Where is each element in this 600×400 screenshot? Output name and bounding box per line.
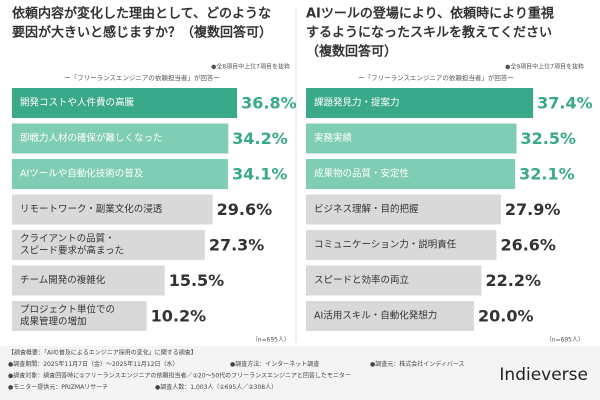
bar — [306, 230, 497, 260]
footer-text: ●調査方法：インターネット調査 — [230, 360, 319, 368]
footer-text: ●調査期間：2025年11月7日（金）〜2025年11月12日（水） — [8, 360, 179, 368]
footer-text: ●モニター提供元：PRIZMAリサーチ — [8, 383, 108, 391]
bar — [306, 194, 501, 225]
bar-label: AI活用スキル・自動化発想力 — [314, 310, 437, 322]
bar-label: 即戦力人材の確保が難しくなった — [20, 132, 163, 144]
chart-title: 要因が大きいと感じますか？（複数回答可） — [12, 25, 272, 41]
value-label: 22.2% — [485, 271, 541, 290]
footer-text: ●調査対象：調査回答時に①フリーランスエンジニアの依頼担当者／②20〜50代のフ… — [8, 372, 351, 380]
value-label: 32.5% — [521, 129, 577, 148]
bar — [12, 159, 228, 189]
bar-label: チーム開発の複雑化 — [20, 274, 106, 286]
sample-size: （n=695人） — [546, 337, 584, 344]
bar-label: スピード要求が高まった — [20, 245, 124, 257]
bar — [306, 88, 534, 118]
bar-label: クライアントの品質・ — [20, 233, 115, 245]
bar — [12, 123, 229, 154]
note: ●全8項目中上位7項目を抜粋 — [211, 63, 290, 71]
bar-label: 課題発見力・提案力 — [314, 97, 400, 109]
value-label: 34.1% — [232, 165, 288, 184]
footer-text: ●調査元：株式会社インディバース — [370, 360, 465, 368]
value-label: 15.5% — [169, 271, 225, 290]
bar-label: リモートワーク・副業文化の浸透 — [20, 203, 163, 215]
chart-title: するようになったスキルを教えてください — [306, 25, 552, 41]
bar — [306, 123, 517, 154]
footer-bg — [0, 346, 600, 400]
chart-title: （複数回答可） — [306, 44, 397, 60]
bar-label: 開発コストや人件費の高騰 — [20, 97, 135, 109]
value-label: 27.9% — [505, 200, 561, 219]
value-label: 27.3% — [209, 236, 265, 255]
sample-size: （n=695人） — [252, 337, 290, 344]
subtitle: ー「フリーランスエンジニアの依頼担当者」が回答ー — [64, 73, 220, 82]
bar-label: AIツールや自動化技術の普及 — [20, 168, 144, 180]
bar — [12, 230, 205, 260]
bar-label: プロジェクト単位での — [20, 304, 115, 316]
footer-text: ●調査人数：1,003人（①695人／②308人） — [155, 383, 277, 391]
value-label: 29.6% — [217, 200, 273, 219]
value-label: 37.4% — [537, 94, 593, 113]
value-label: 36.8% — [241, 94, 297, 113]
value-label: 34.2% — [232, 129, 288, 148]
bar-label: ビジネス理解・目的把握 — [314, 203, 419, 215]
subtitle: ー「フリーランスエンジニアの依頼担当者」が回答ー — [358, 73, 514, 82]
bar-label: コミュニケーション力・説明責任 — [314, 239, 457, 251]
bar — [12, 194, 213, 225]
note: ●全9項目中上位7項目を抜粋 — [505, 63, 584, 71]
bar — [306, 159, 516, 189]
bar — [306, 265, 482, 296]
footer-text: 【調査概要：「AIの普及によるエンジニア採用の変化」に関する調査】 — [8, 349, 197, 357]
logo: Indieverse — [499, 365, 588, 385]
bar — [306, 301, 474, 331]
chart-title: AIツールの登場により、依頼時により重視 — [306, 6, 554, 22]
bar-label: 実務実績 — [314, 132, 353, 144]
value-label: 20.0% — [478, 307, 534, 326]
bar-label: 成果管理の増加 — [20, 316, 87, 328]
bar-label: 成果物の品質・安定性 — [314, 168, 410, 180]
bar-label: スピードと効率の両立 — [314, 274, 409, 286]
bar — [12, 301, 147, 331]
bar — [12, 88, 238, 118]
chart-title: 依頼内容が変化した理由として、どのような — [12, 6, 271, 22]
bar — [12, 265, 165, 296]
value-label: 32.1% — [519, 165, 575, 184]
value-label: 26.6% — [500, 236, 556, 255]
value-label: 10.2% — [151, 307, 207, 326]
